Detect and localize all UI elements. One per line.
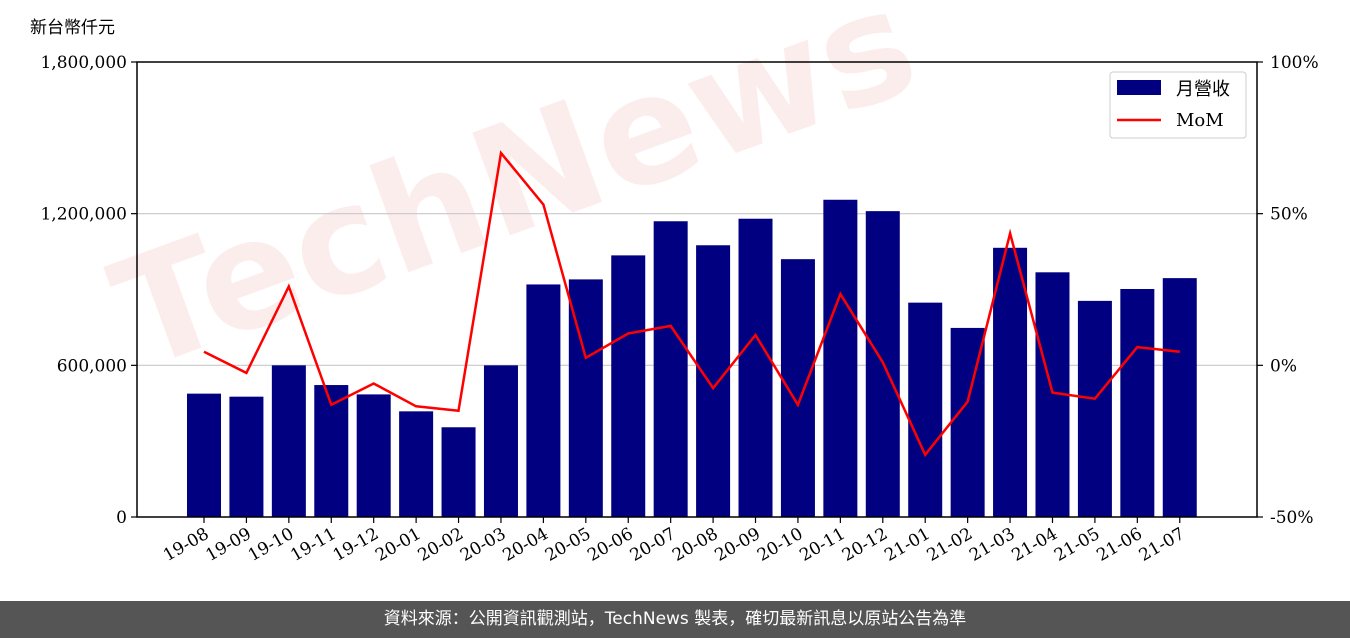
legend: 月營收 MoM bbox=[1109, 71, 1247, 139]
bar-19-09 bbox=[229, 396, 264, 517]
x-tick-label: 20-09 bbox=[712, 524, 764, 566]
bar-20-04 bbox=[526, 284, 561, 517]
mom-line bbox=[203, 150, 1180, 458]
x-tick-label: 20-05 bbox=[542, 524, 594, 566]
y-axis-right: -50% 0% 50% 100% bbox=[1257, 53, 1319, 528]
x-tick-label: 21-01 bbox=[881, 524, 933, 566]
bar-21-03 bbox=[993, 247, 1028, 517]
x-tick-label: 20-08 bbox=[669, 524, 721, 566]
unit-label: 新台幣仟元 bbox=[30, 18, 115, 38]
bar-20-06 bbox=[611, 255, 646, 517]
y-left-tick-label: 600,000 bbox=[57, 356, 127, 376]
y-axis-left: 0 600,000 1,200,000 1,800,000 bbox=[40, 53, 137, 528]
x-axis: 19-0819-0919-1019-1119-1220-0120-0220-03… bbox=[160, 517, 1188, 566]
bar-21-01 bbox=[908, 302, 943, 517]
x-tick-label: 20-03 bbox=[457, 524, 509, 566]
x-tick-label: 21-05 bbox=[1051, 524, 1103, 566]
bar-19-11 bbox=[314, 385, 349, 517]
x-tick-label: 20-07 bbox=[627, 524, 679, 566]
x-tick-label: 20-06 bbox=[584, 524, 636, 566]
bar-20-09 bbox=[738, 218, 773, 517]
bar-19-10 bbox=[271, 365, 306, 517]
mom-series bbox=[203, 150, 1180, 458]
bar-21-05 bbox=[1077, 300, 1112, 517]
y-right-tick-label: 100% bbox=[1270, 53, 1319, 73]
x-tick-label: 19-08 bbox=[160, 524, 212, 566]
x-tick-label: 19-09 bbox=[202, 524, 254, 566]
plot-frame bbox=[136, 61, 1258, 518]
x-tick-label: 20-12 bbox=[839, 524, 891, 566]
x-tick-label: 19-11 bbox=[287, 524, 339, 566]
x-tick-label: 21-02 bbox=[924, 524, 976, 566]
revenue-chart: TechNews 新台幣仟元 0600,0001,200,0001,800,00… bbox=[30, 0, 1319, 566]
legend-label-revenue: 月營收 bbox=[1176, 79, 1230, 100]
y-right-tick-label: -50% bbox=[1270, 508, 1314, 528]
bar-20-10 bbox=[780, 259, 815, 517]
bar-series bbox=[187, 199, 1197, 517]
legend-label-mom: MoM bbox=[1176, 110, 1224, 131]
bar-21-06 bbox=[1120, 288, 1155, 517]
y-right-tick-label: 50% bbox=[1270, 205, 1308, 225]
y-left-tick-label: 1,200,000 bbox=[40, 205, 127, 225]
legend-bar-swatch bbox=[1117, 80, 1161, 95]
bar-20-01 bbox=[399, 411, 434, 517]
x-tick-label: 19-10 bbox=[245, 524, 297, 566]
x-tick-label: 21-07 bbox=[1136, 524, 1188, 566]
x-tick-label: 20-02 bbox=[415, 524, 467, 566]
x-tick-label: 21-06 bbox=[1093, 524, 1145, 566]
bar-20-07 bbox=[653, 221, 688, 517]
x-tick-label: 21-04 bbox=[1009, 524, 1061, 566]
y-right-tick-label: 0% bbox=[1270, 356, 1297, 376]
bar-19-12 bbox=[356, 394, 391, 517]
x-tick-label: 19-12 bbox=[330, 524, 382, 566]
y-left-tick-label: 1,800,000 bbox=[40, 53, 127, 73]
bar-20-11 bbox=[823, 199, 858, 517]
x-tick-label: 20-04 bbox=[499, 524, 551, 566]
x-tick-label: 20-10 bbox=[754, 524, 806, 566]
x-tick-label: 21-03 bbox=[966, 524, 1018, 566]
bar-20-08 bbox=[696, 245, 731, 517]
x-tick-label: 20-11 bbox=[796, 524, 848, 566]
source-footer: 資料來源：公開資訊觀測站，TechNews 製表，確切最新訊息以原站公告為準 bbox=[0, 601, 1350, 638]
bar-20-02 bbox=[441, 427, 476, 517]
y-left-tick-label: 0 bbox=[116, 508, 127, 528]
bar-20-03 bbox=[483, 365, 518, 517]
x-tick-label: 20-01 bbox=[372, 524, 424, 566]
bar-19-08 bbox=[187, 393, 221, 517]
bar-21-07 bbox=[1162, 278, 1197, 517]
